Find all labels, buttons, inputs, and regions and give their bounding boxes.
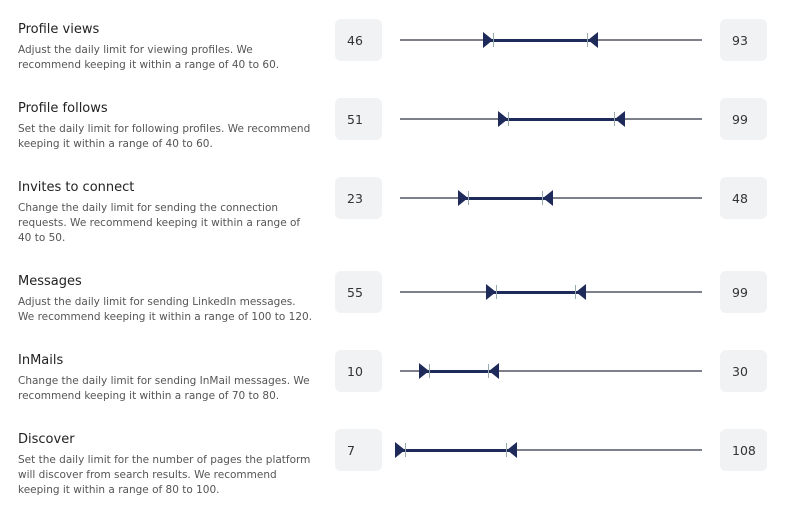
max-value-input[interactable]: 99 <box>720 271 767 313</box>
slider-min-handle[interactable] <box>485 284 497 300</box>
limit-title: Invites to connect <box>18 180 135 195</box>
limit-description: Change the daily limit for sending the c… <box>18 202 301 244</box>
limit-title: InMails <box>18 353 64 368</box>
slider-max-handle[interactable] <box>587 32 599 48</box>
limit-description: Change the daily limit for sending InMai… <box>18 375 310 402</box>
slider-selected-range <box>487 38 594 42</box>
range-slider[interactable] <box>400 111 702 127</box>
slider-selected-range <box>490 290 582 294</box>
slider-selected-range <box>463 196 548 200</box>
min-value-input[interactable]: 23 <box>335 177 382 219</box>
slider-max-handle[interactable] <box>505 442 517 458</box>
limit-description: Set the daily limit for following profil… <box>18 123 311 150</box>
slider-selected-range <box>400 448 512 452</box>
slider-min-handle[interactable] <box>419 363 431 379</box>
min-value-input[interactable]: 51 <box>335 98 382 140</box>
limit-title: Discover <box>18 432 75 447</box>
slider-max-handle[interactable] <box>614 111 626 127</box>
limit-title: Profile views <box>18 22 100 37</box>
max-value-input[interactable]: 48 <box>720 177 767 219</box>
limit-description: Adjust the daily limit for viewing profi… <box>18 44 280 71</box>
slider-selected-range <box>502 117 621 121</box>
slider-max-handle[interactable] <box>541 190 553 206</box>
min-value-input[interactable]: 7 <box>335 429 382 471</box>
slider-max-handle[interactable] <box>487 363 499 379</box>
range-slider[interactable] <box>400 32 702 48</box>
limit-description: Adjust the daily limit for sending Linke… <box>18 296 313 323</box>
slider-max-handle[interactable] <box>575 284 587 300</box>
min-value-input[interactable]: 55 <box>335 271 382 313</box>
slider-min-handle[interactable] <box>497 111 509 127</box>
max-value-input[interactable]: 108 <box>720 429 767 471</box>
slider-min-handle[interactable] <box>458 190 470 206</box>
limit-title: Messages <box>18 274 82 289</box>
range-slider[interactable] <box>395 442 702 458</box>
min-value-input[interactable]: 46 <box>335 19 382 61</box>
max-value-input[interactable]: 93 <box>720 19 767 61</box>
max-value-input[interactable]: 30 <box>720 350 767 392</box>
slider-min-handle[interactable] <box>482 32 494 48</box>
range-slider[interactable] <box>400 190 702 206</box>
slider-selected-range <box>424 369 494 373</box>
slider-min-handle[interactable] <box>395 442 406 458</box>
limit-title: Profile follows <box>18 101 108 116</box>
limit-description: Set the daily limit for the number of pa… <box>18 454 311 496</box>
range-slider[interactable] <box>400 363 702 379</box>
max-value-input[interactable]: 99 <box>720 98 767 140</box>
range-slider[interactable] <box>400 284 702 300</box>
min-value-input[interactable]: 10 <box>335 350 382 392</box>
